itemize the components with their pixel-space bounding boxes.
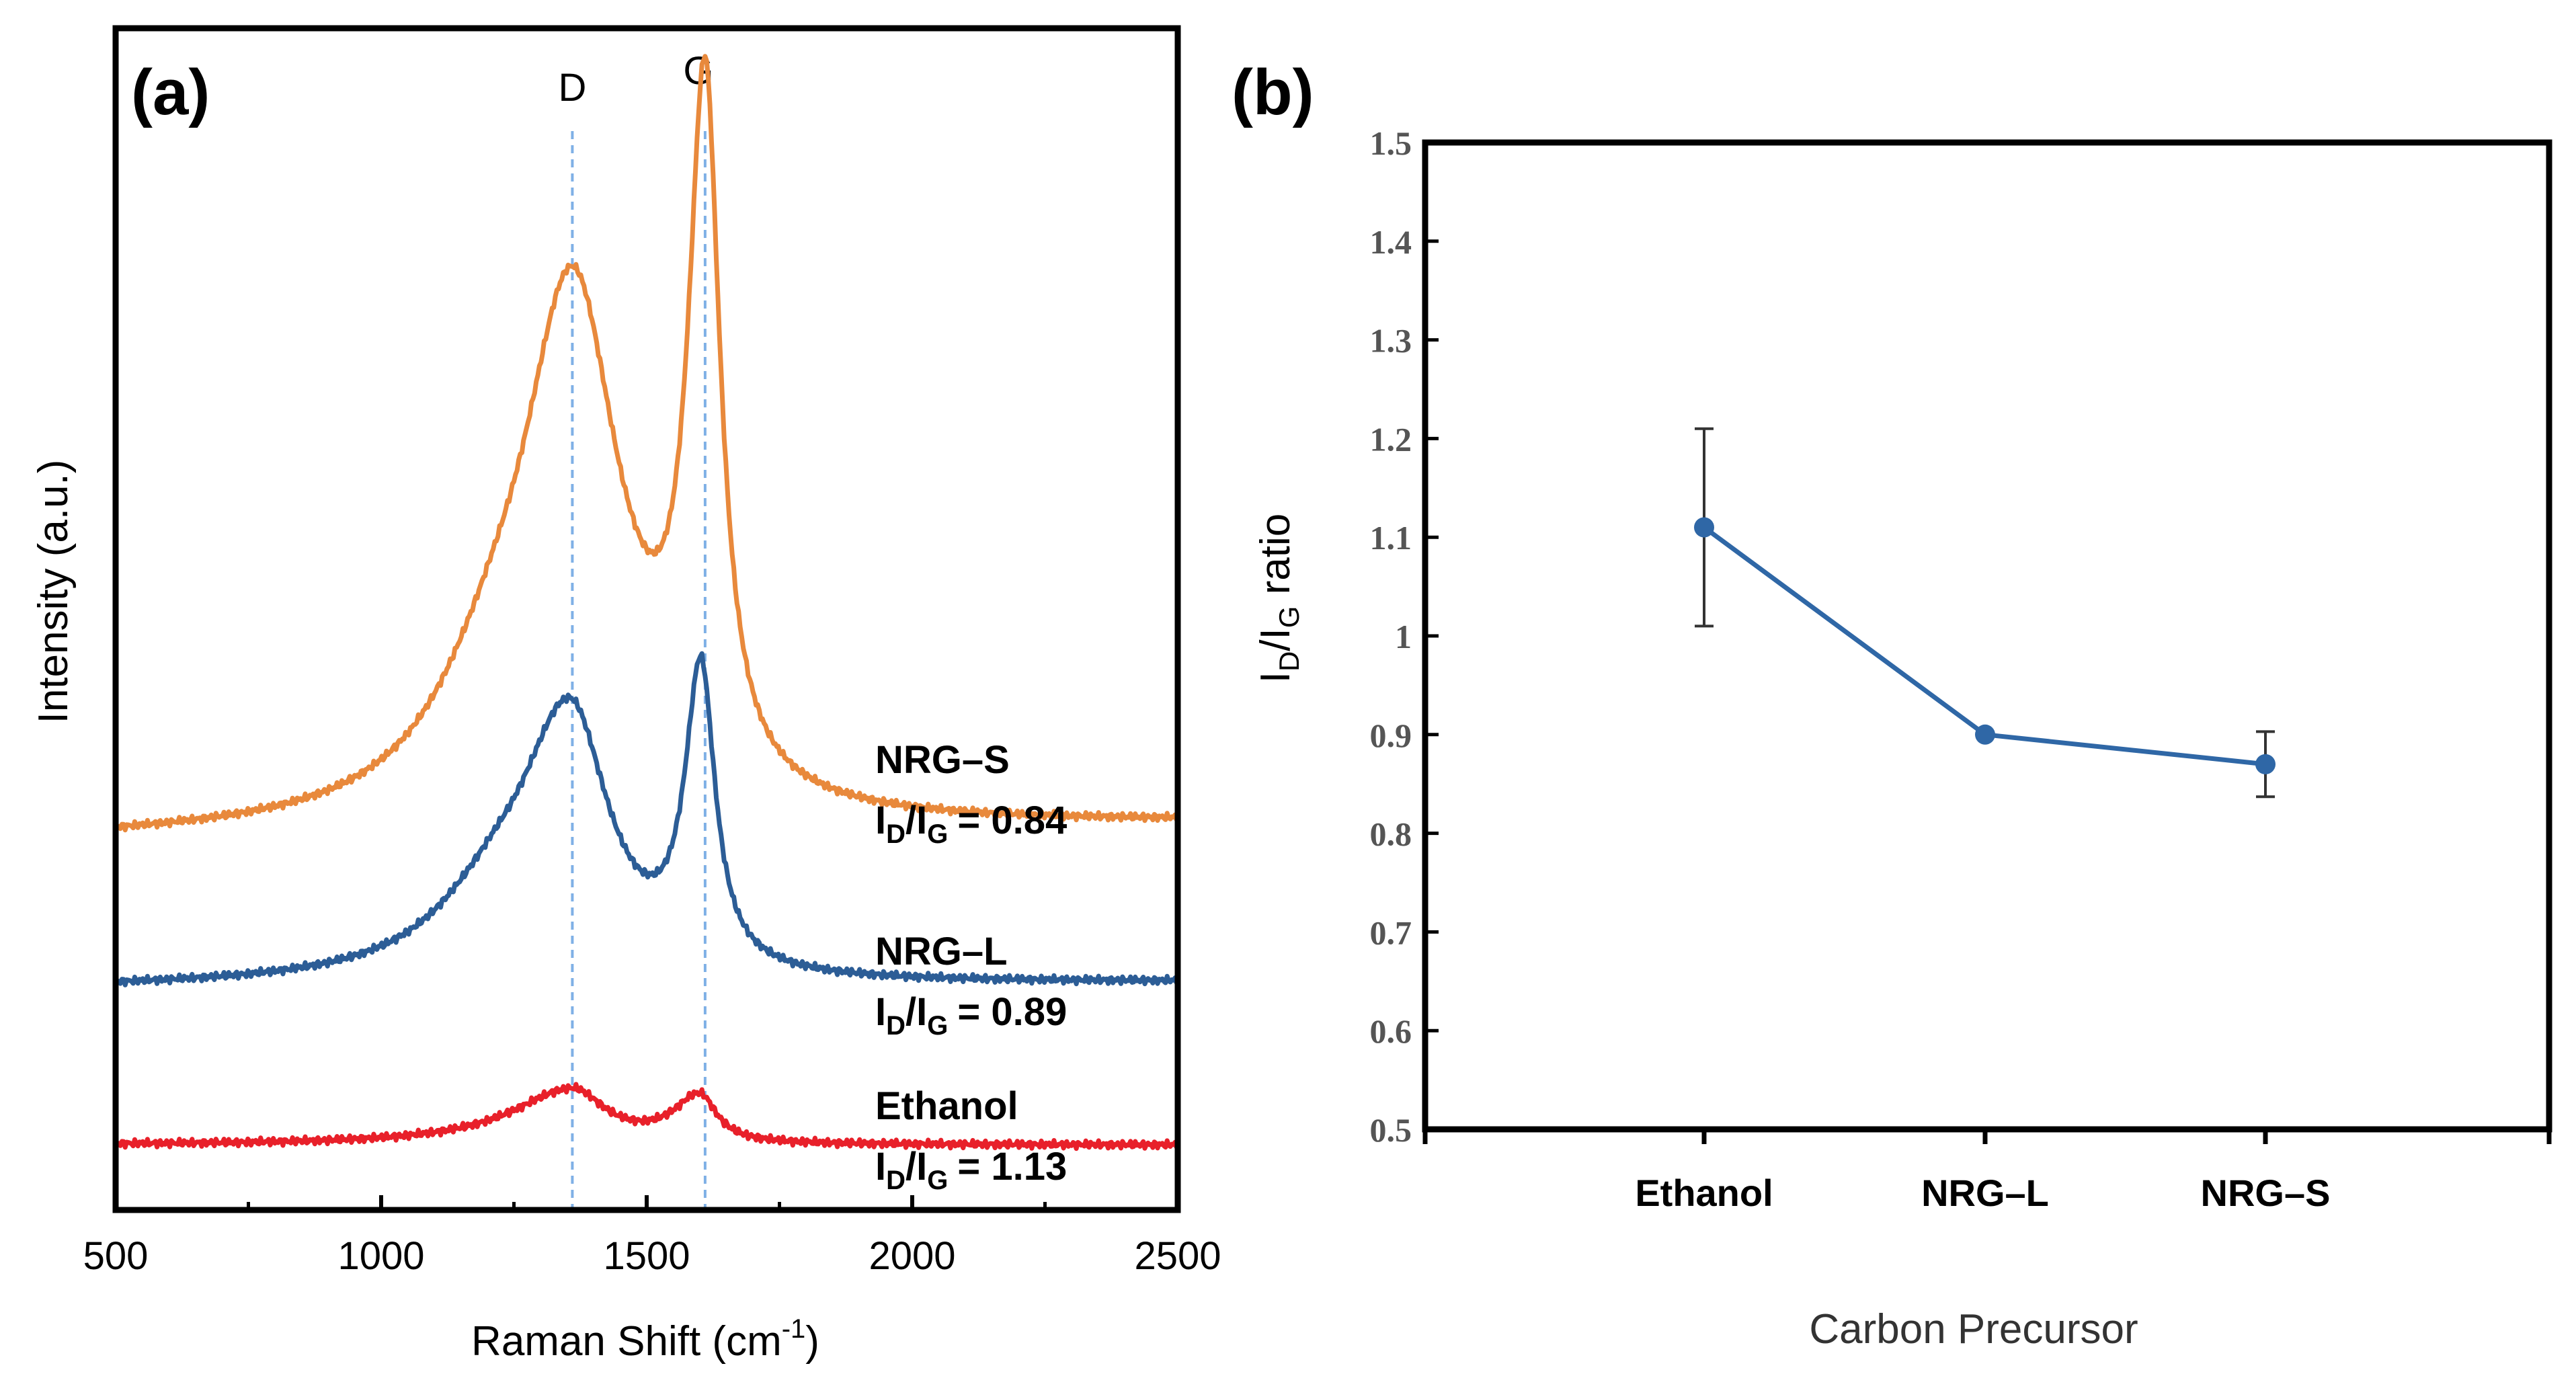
ratio-part: /I xyxy=(905,990,927,1034)
ratio-series xyxy=(1694,427,2276,799)
series-ratio-0: ID/IG = 0.84 xyxy=(875,799,1067,849)
y-tick-label: 1.5 xyxy=(1370,124,1412,162)
y-tick-label: 0.8 xyxy=(1370,815,1412,853)
peak-label-d: D xyxy=(558,66,586,110)
x-tick-label: 500 xyxy=(83,1234,149,1278)
y-tick-label: 0.5 xyxy=(1370,1111,1412,1149)
category-label: NRG–L xyxy=(1921,1172,2049,1214)
data-point xyxy=(1694,517,1714,538)
y-tick-label: 1.2 xyxy=(1370,420,1412,458)
ratio-part: /I xyxy=(905,799,927,842)
x-ticks: 500 1000 1500 2000 2500 xyxy=(83,1195,1221,1278)
spectrum-line-1 xyxy=(113,651,1179,987)
ratio-part: D xyxy=(886,1166,905,1195)
ratio-part: /I xyxy=(905,1145,927,1188)
y-axis-label-b: ID/IG ratio xyxy=(1252,514,1305,684)
category-labels: Ethanol NRG–L NRG–S xyxy=(1422,1129,2552,1214)
y-tick-label: 1.1 xyxy=(1370,519,1412,557)
ratio-part: G xyxy=(927,819,948,849)
ratio-part: I xyxy=(875,990,886,1034)
ratio-part: = 0.84 xyxy=(957,799,1067,842)
x-tick-label: 2000 xyxy=(869,1234,955,1278)
ratio-part: D xyxy=(886,1011,905,1041)
spectrum-line-2 xyxy=(113,1082,1179,1151)
spectrum-line-0 xyxy=(113,54,1179,833)
ratio-part: = 0.89 xyxy=(957,990,1067,1034)
category-label: Ethanol xyxy=(1635,1172,1773,1214)
plot-frame-b xyxy=(1422,139,2552,1133)
y-tick-label: 1 xyxy=(1395,618,1412,655)
series-name-0: NRG–S xyxy=(875,738,1010,782)
series-name-2: Ethanol xyxy=(875,1084,1018,1128)
series-ratio-1: ID/IG = 0.89 xyxy=(875,990,1067,1041)
x-tick-label: 1500 xyxy=(603,1234,690,1278)
x-axis-label-b: Carbon Precursor xyxy=(1809,1306,2138,1352)
y-axis-label-a: Intensity (a.u.) xyxy=(30,460,77,724)
y-ticks: 0.5 0.6 0.7 0.8 0.9 1 1.1 1.2 1.3 1.4 1.5 xyxy=(1370,124,1439,1149)
data-point xyxy=(1975,724,1995,745)
ratio-part: D xyxy=(886,819,905,849)
ratio-part: = 1.13 xyxy=(957,1145,1067,1188)
series-ratio-2: ID/IG = 1.13 xyxy=(875,1145,1067,1195)
panel-b-label: (b) xyxy=(1232,56,1314,128)
ratio-part: G xyxy=(927,1166,948,1195)
y-tick-label: 1.4 xyxy=(1370,223,1412,261)
series-name-1: NRG–L xyxy=(875,930,1008,973)
ratio-part: I xyxy=(875,1145,886,1188)
y-tick-label: 0.7 xyxy=(1370,914,1412,951)
data-point xyxy=(2255,754,2276,774)
x-axis-label-a: Raman Shift (cm-1) xyxy=(471,1314,819,1365)
ratio-part: G xyxy=(927,1011,948,1041)
x-tick-label: 1000 xyxy=(337,1234,424,1278)
ratio-part: I xyxy=(875,799,886,842)
x-tick-label: 2500 xyxy=(1134,1234,1221,1278)
y-tick-label: 0.9 xyxy=(1370,717,1412,754)
category-label: NRG–S xyxy=(2201,1172,2331,1214)
y-tick-label: 1.3 xyxy=(1370,322,1412,360)
panel-b: (b) 0.5 0.6 0.7 0.8 0.9 1 1.1 1.2 1.3 1.4 1.5 Etha… xyxy=(1232,56,2552,1352)
spectra xyxy=(113,54,1179,1151)
y-tick-label: 0.6 xyxy=(1370,1012,1412,1050)
reference-lines xyxy=(571,131,707,1210)
panel-a-label: (a) xyxy=(131,56,210,128)
